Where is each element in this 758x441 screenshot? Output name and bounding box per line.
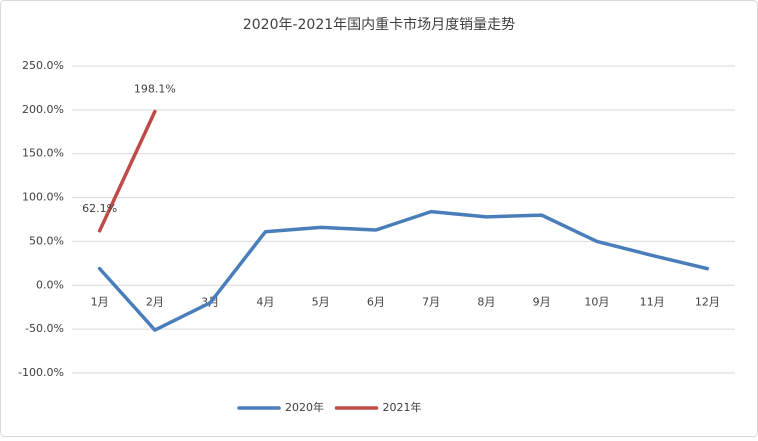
series-line — [97, 109, 157, 233]
x-tick-label: 10月 — [584, 295, 609, 308]
y-tick-label: 50.0% — [29, 234, 64, 247]
x-tick-label: 11月 — [640, 295, 665, 308]
series-line — [97, 209, 710, 332]
data-label: 198.1% — [134, 83, 176, 96]
y-tick-label: 150.0% — [22, 147, 64, 160]
x-tick-label: 7月 — [422, 295, 440, 308]
y-tick-label: 200.0% — [22, 103, 64, 116]
x-tick-label: 9月 — [533, 295, 551, 308]
x-tick-label: 8月 — [477, 295, 495, 308]
x-tick-label: 1月 — [91, 295, 109, 308]
y-tick-label: 100.0% — [22, 191, 64, 204]
data-label: 62.1% — [82, 202, 117, 215]
y-tick-label: -50.0% — [25, 322, 64, 335]
x-tick-label: 4月 — [256, 295, 274, 308]
x-tick-label: 6月 — [367, 295, 385, 308]
y-tick-label: 250.0% — [22, 59, 64, 72]
legend-label: 2020年 — [285, 400, 324, 414]
x-tick-label: 12月 — [695, 295, 720, 308]
x-tick-label: 2月 — [146, 295, 164, 308]
y-tick-label: -100.0% — [18, 366, 64, 379]
x-tick-label: 5月 — [312, 295, 330, 308]
y-tick-label: 0.0% — [36, 278, 64, 291]
legend-label: 2021年 — [383, 400, 422, 414]
chart-title: 2020年-2021年国内重卡市场月度销量走势 — [243, 16, 515, 33]
